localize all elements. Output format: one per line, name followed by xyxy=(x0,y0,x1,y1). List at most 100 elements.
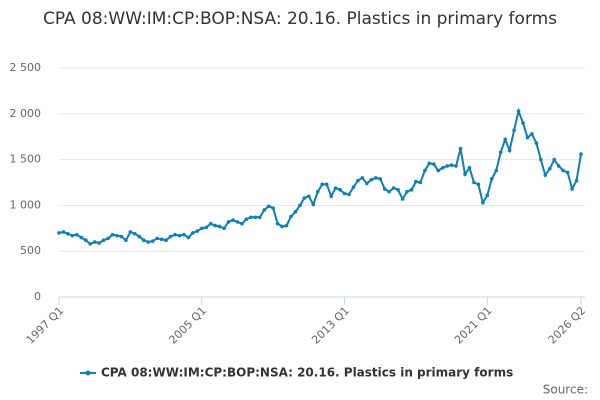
data-point xyxy=(195,229,200,233)
data-point xyxy=(391,186,396,190)
data-point xyxy=(240,221,244,226)
data-point xyxy=(164,238,168,243)
data-point xyxy=(191,231,195,235)
data-point xyxy=(489,177,494,181)
data-point xyxy=(485,193,490,198)
data-point xyxy=(338,188,342,192)
data-point xyxy=(146,240,151,244)
data-point xyxy=(284,223,289,228)
data-point xyxy=(405,189,409,194)
data-point xyxy=(440,166,445,170)
data-point xyxy=(75,232,79,237)
data-point xyxy=(124,238,128,243)
data-point xyxy=(561,168,565,173)
legend-marker xyxy=(85,370,91,376)
data-point xyxy=(507,148,512,153)
data-point xyxy=(61,230,66,234)
data-point xyxy=(150,239,155,243)
x-tick-label: 2013 Q1 xyxy=(309,304,352,347)
data-point xyxy=(387,189,391,194)
data-point xyxy=(547,166,552,171)
data-point xyxy=(369,177,374,182)
data-point xyxy=(449,163,454,167)
data-point xyxy=(293,210,298,214)
data-point xyxy=(324,182,329,187)
data-point xyxy=(213,223,217,228)
data-point xyxy=(257,215,262,220)
data-point xyxy=(320,182,325,187)
data-point xyxy=(253,215,258,220)
data-point xyxy=(530,132,534,136)
data-point xyxy=(570,187,574,191)
data-point xyxy=(137,234,142,239)
data-point xyxy=(307,194,311,199)
data-point xyxy=(476,182,481,187)
data-point xyxy=(155,236,159,241)
data-point xyxy=(70,233,75,238)
data-point xyxy=(400,197,405,201)
data-point xyxy=(481,200,485,205)
y-tick-label: 500 xyxy=(20,244,41,257)
data-point xyxy=(534,141,539,145)
data-point xyxy=(235,220,240,224)
data-point xyxy=(373,176,378,180)
data-point xyxy=(414,179,418,184)
data-point xyxy=(463,172,467,177)
data-point xyxy=(119,234,124,239)
legend-label: CPA 08:WW:IM:CP:BOP:NSA: 20.16. Plastics… xyxy=(101,366,513,380)
data-point xyxy=(315,189,320,194)
data-point xyxy=(217,224,222,229)
data-point xyxy=(106,236,110,241)
x-tick-label: 2005 Q1 xyxy=(166,304,209,347)
data-point xyxy=(92,240,97,244)
data-point xyxy=(88,242,93,246)
data-point xyxy=(516,109,521,113)
data-point xyxy=(467,166,472,170)
data-point xyxy=(351,185,356,189)
data-point xyxy=(552,157,557,162)
x-tick-label: 2026 Q2 xyxy=(546,304,589,347)
data-point xyxy=(512,128,516,133)
data-point xyxy=(382,187,387,191)
data-point xyxy=(436,168,441,173)
data-point xyxy=(342,191,347,196)
data-point xyxy=(168,234,173,239)
chart-title: CPA 08:WW:IM:CP:BOP:NSA: 20.16. Plastics… xyxy=(42,9,558,29)
x-tick-label: 1997 Q1 xyxy=(24,304,67,347)
data-point xyxy=(396,188,400,192)
data-point xyxy=(574,178,579,183)
data-point xyxy=(79,235,84,240)
data-point xyxy=(539,157,543,162)
data-point xyxy=(226,220,231,224)
data-point xyxy=(244,217,249,221)
data-point xyxy=(222,226,226,231)
data-point xyxy=(159,237,164,242)
data-point xyxy=(128,230,133,234)
data-point xyxy=(97,241,101,245)
data-point xyxy=(311,202,316,207)
data-point xyxy=(110,232,115,237)
data-point xyxy=(275,221,280,226)
data-point xyxy=(280,224,284,229)
data-point xyxy=(423,168,427,173)
data-point xyxy=(525,135,530,140)
data-point xyxy=(409,188,414,192)
data-point xyxy=(186,235,191,240)
data-point xyxy=(182,232,186,237)
data-point xyxy=(133,231,137,236)
data-point xyxy=(101,238,106,243)
data-point xyxy=(271,206,275,210)
data-point xyxy=(498,150,503,155)
x-tick-label: 2021 Q1 xyxy=(452,304,495,347)
data-point xyxy=(378,177,383,181)
data-point xyxy=(579,152,583,156)
data-point xyxy=(329,194,333,199)
data-point xyxy=(173,232,177,237)
y-tick-label: 1 500 xyxy=(10,153,42,166)
data-point xyxy=(83,238,88,243)
data-point xyxy=(543,173,548,177)
y-tick-label: 0 xyxy=(34,290,41,303)
data-point xyxy=(289,214,293,219)
data-point xyxy=(262,208,267,212)
